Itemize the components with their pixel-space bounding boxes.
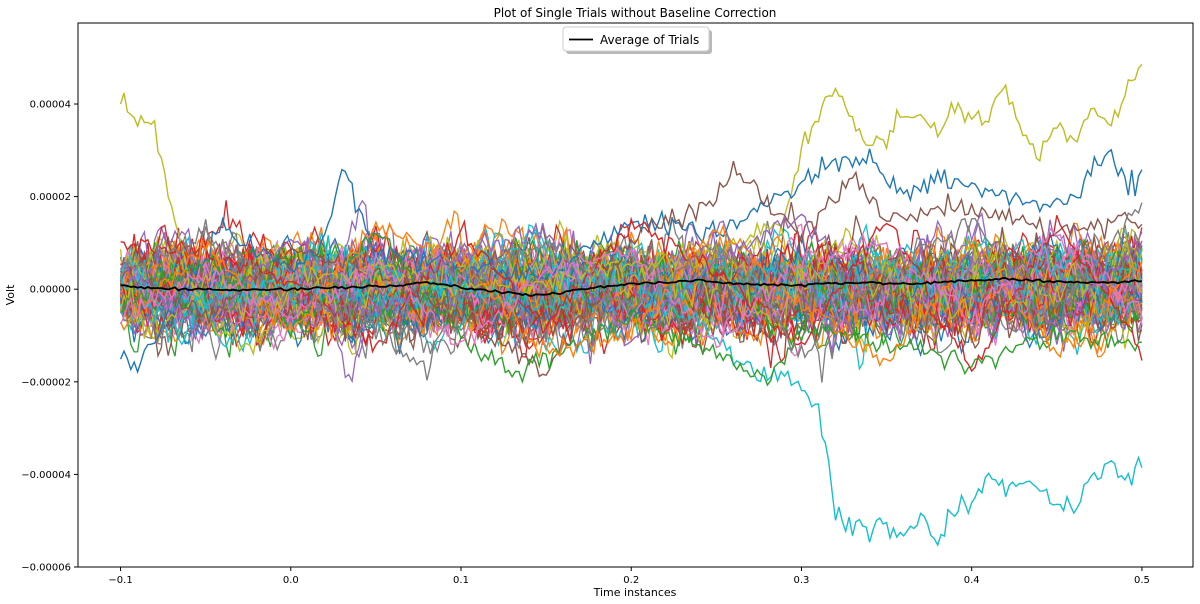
y-axis: −0.00006 −0.00004 −0.00002 0.00000 0.00002 0.… [21, 100, 78, 574]
y-tick-label: −0.00004 [21, 470, 71, 481]
trial-line [120, 231, 1143, 356]
trial-line [119, 235, 1143, 334]
y-tick-label: −0.00002 [21, 377, 71, 388]
x-tick-label: 0.1 [453, 575, 469, 586]
outlier-trial-line [119, 213, 1143, 347]
trial-line [120, 225, 1143, 358]
y-axis-label: Volt [4, 284, 17, 305]
x-tick-label: 0.0 [283, 575, 299, 586]
x-tick-label: 0.5 [1134, 575, 1150, 586]
series-layer [119, 63, 1143, 547]
plot-area [119, 63, 1143, 547]
outlier-trial-line [120, 160, 1143, 378]
outlier-trial-line [119, 269, 1143, 547]
y-tick-label: 0.00004 [30, 100, 71, 111]
trial-line [120, 237, 1143, 342]
x-tick-label: 0.4 [964, 575, 980, 586]
x-tick-label: −0.1 [108, 575, 132, 586]
x-tick-label: 0.3 [794, 575, 810, 586]
outlier-trial-line [119, 227, 1143, 349]
legend: Average of Trials [562, 26, 712, 54]
outlier-trial-line [119, 220, 1143, 368]
outlier-trial-line [120, 215, 1143, 373]
legend-label-average: Average of Trials [600, 33, 699, 47]
x-tick-label: 0.2 [623, 575, 639, 586]
outlier-trial-line [120, 232, 1142, 387]
y-tick-label: 0.00000 [30, 285, 71, 296]
legend-box [562, 26, 710, 52]
average-of-trials-line [120, 277, 1142, 297]
x-axis: −0.1 0.0 0.1 0.2 0.3 0.4 0.5 [108, 567, 1150, 586]
plot-frame [77, 22, 1194, 568]
y-tick-label: 0.00002 [30, 192, 71, 203]
y-tick-label: −0.00006 [21, 563, 71, 574]
x-axis-label: Time instances [593, 586, 677, 599]
chart-title: Plot of Single Trials without Baseline C… [494, 6, 777, 20]
trial-line [119, 220, 1143, 354]
